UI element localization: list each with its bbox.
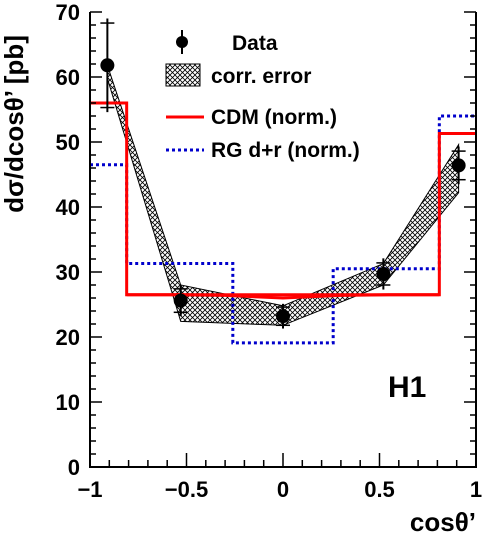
cdm-step-line xyxy=(90,101,476,297)
y-tick-label: 30 xyxy=(56,260,80,285)
y-tick-label: 20 xyxy=(56,325,80,350)
data-point xyxy=(451,158,466,173)
y-tick-label: 0 xyxy=(68,455,80,480)
x-tick-label: −0.5 xyxy=(165,477,208,502)
legend-rg-label: RG d+r (norm.) xyxy=(211,139,360,162)
x-tick-label: −1 xyxy=(77,477,102,502)
data-point xyxy=(173,293,188,308)
legend-item-data: Data xyxy=(176,30,278,55)
y-tick-label: 60 xyxy=(56,65,80,90)
legend-item-rg: RG d+r (norm.) xyxy=(166,139,360,162)
h1-label: H1 xyxy=(388,371,426,404)
legend: Data corr. error CDM (norm.) RG d+r (nor… xyxy=(165,30,360,162)
legend-corr-error-swatch xyxy=(165,63,201,87)
y-tick-label: 10 xyxy=(56,390,80,415)
y-tick-label: 70 xyxy=(56,0,80,25)
legend-cdm-label: CDM (norm.) xyxy=(211,106,337,129)
data-point xyxy=(376,266,391,281)
data-point xyxy=(100,58,115,73)
x-axis-title: cosθ’ xyxy=(410,507,476,537)
data-point xyxy=(276,309,290,324)
legend-item-corr-error: corr. error xyxy=(165,63,311,88)
legend-corr-error-label: corr. error xyxy=(211,65,311,88)
y-axis-title: dσ/dcosθ’ [pb] xyxy=(0,35,29,213)
cdm-central-profile xyxy=(126,293,440,300)
x-tick-label: 0.5 xyxy=(364,477,395,502)
legend-data-marker xyxy=(176,36,188,48)
y-tick-label: 50 xyxy=(56,130,80,155)
x-tick-label: 0 xyxy=(277,477,289,502)
legend-data-label: Data xyxy=(232,32,278,55)
x-tick-label: 1 xyxy=(470,477,482,502)
y-tick-label: 40 xyxy=(56,195,80,220)
corr-error-band xyxy=(106,65,460,326)
legend-item-cdm: CDM (norm.) xyxy=(166,106,337,129)
